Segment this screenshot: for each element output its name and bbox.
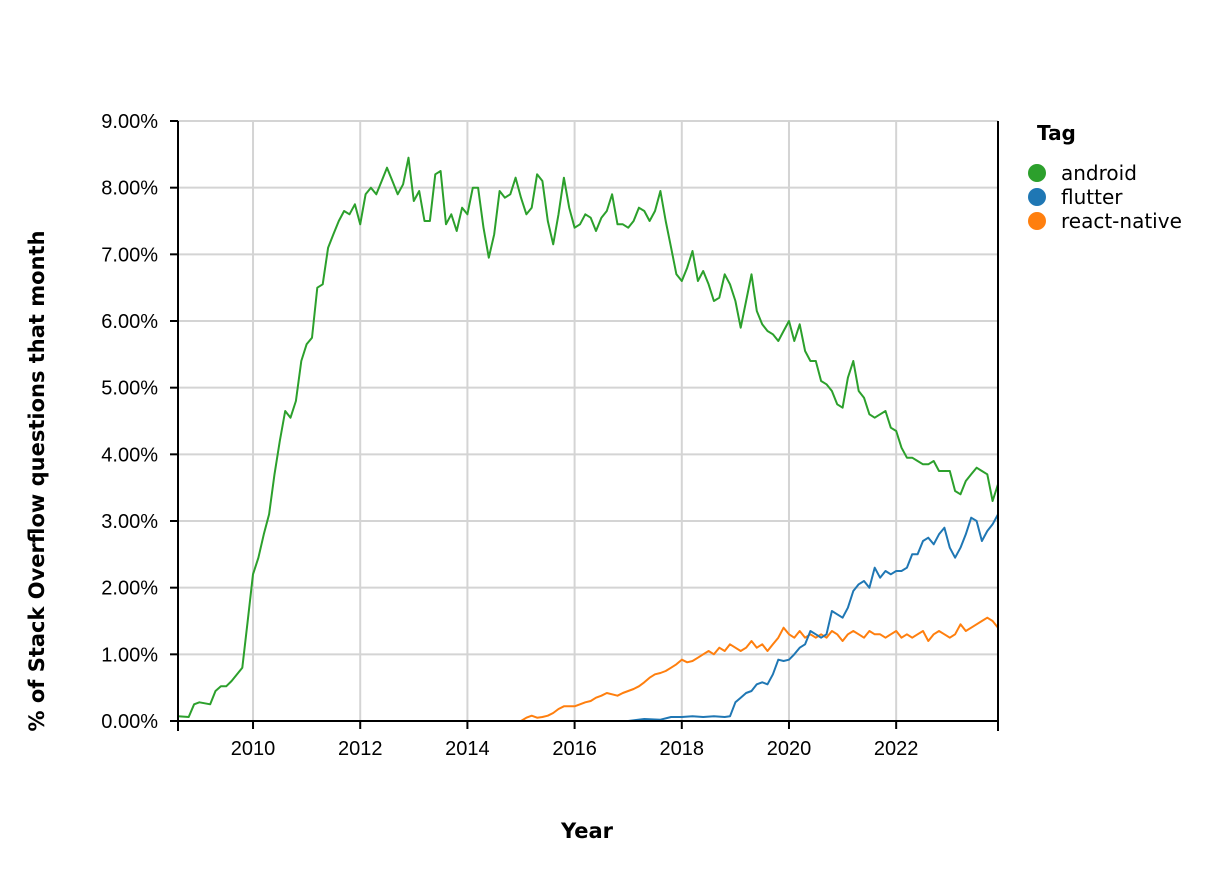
legend-label-flutter: flutter [1061,185,1123,209]
y-tick-label: 2.00% [101,578,158,600]
y-tick-label: 4.00% [101,444,158,466]
series-line-flutter [178,513,999,722]
x-tick-label: 2016 [552,738,597,760]
x-tick-label: 2018 [660,738,705,760]
legend-swatch-flutter [1028,188,1046,206]
y-tick-label: 8.00% [101,178,158,200]
y-tick-label: 7.00% [101,244,158,266]
y-tick-label: 9.00% [101,111,158,133]
x-tick-label: 2012 [338,738,383,760]
x-axis-title: Year [560,819,614,843]
x-tick-label: 2014 [445,738,490,760]
x-tick-label: 2010 [231,738,276,760]
series-line-android [177,156,999,718]
y-tick-label: 5.00% [101,378,158,400]
legend-label-android: android [1061,161,1137,185]
legend-label-react-native: react-native [1061,209,1182,233]
legend-swatch-android [1028,164,1046,182]
x-tick-label: 2022 [874,738,919,760]
y-axis-title: % of Stack Overflow questions that month [25,230,49,731]
y-tick-label: 0.00% [101,711,158,733]
y-tick-label: 6.00% [101,311,158,333]
series-lines [177,156,999,722]
y-tick-label: 3.00% [101,511,158,533]
x-tick-label: 2020 [767,738,812,760]
y-tick-label: 1.00% [101,644,158,666]
series-line-react-native [178,616,999,722]
legend-title: Tag [1037,121,1076,145]
gridlines [178,120,998,722]
legend-swatch-react-native [1028,212,1046,230]
axes: 0.00% 1.00% 2.00% 3.00% 4.00% 5.00% 6.00% 7.00%… [101,111,999,760]
